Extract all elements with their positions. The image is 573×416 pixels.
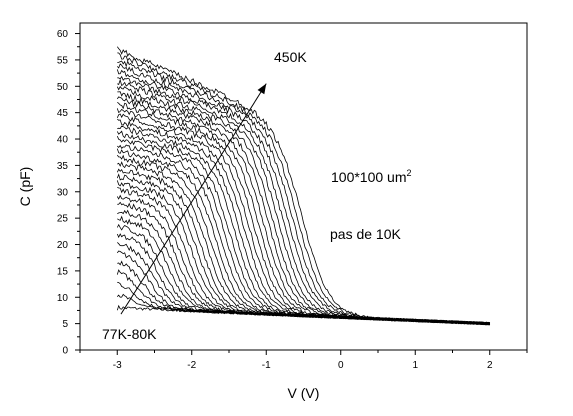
- x-axis: -3 -2 -1 0 1 2: [79, 350, 528, 371]
- y-axis: 0 5 10 15 20 25 30 35 40 45 50 55 60: [57, 29, 80, 357]
- y-tick-label: 10: [57, 293, 69, 304]
- arrow-head: [257, 83, 267, 95]
- y-tick-label: 15: [57, 266, 69, 277]
- y-tick-label: 40: [57, 135, 69, 146]
- cv-curves: [116, 46, 491, 326]
- cv-curve: [116, 46, 490, 326]
- arrow-line: [120, 83, 267, 315]
- annotation-area-text: 100*100 um: [331, 169, 407, 185]
- y-tick-label: 60: [57, 29, 69, 40]
- x-tick-label: 0: [338, 360, 344, 371]
- y-tick-label: 55: [57, 55, 69, 66]
- x-tick-label: -1: [262, 360, 271, 371]
- y-tick-label: 50: [57, 82, 69, 93]
- cv-curve: [117, 101, 491, 326]
- y-tick-label: 25: [57, 214, 69, 225]
- annotation-low-temp: 77K-80K: [102, 326, 157, 342]
- cv-curve: [116, 148, 491, 326]
- cv-curve: [117, 161, 491, 326]
- y-tick-label: 0: [62, 346, 68, 357]
- cv-curve: [117, 52, 491, 325]
- cv-curve: [116, 96, 491, 325]
- temperature-arrow: [120, 83, 267, 315]
- x-tick-label: -2: [187, 360, 196, 371]
- y-tick-label: 30: [57, 187, 69, 198]
- y-tick-label: 45: [57, 108, 69, 119]
- x-axis-label: V (V): [288, 385, 320, 401]
- annotation-high-temp: 450K: [274, 49, 307, 65]
- annotation-area-exponent: 2: [407, 168, 412, 178]
- cv-curve: [116, 113, 490, 326]
- x-tick-label: 2: [487, 360, 493, 371]
- y-tick-label: 35: [57, 161, 69, 172]
- cv-curve: [117, 144, 491, 325]
- cv-curve: [116, 108, 491, 326]
- annotation-step: pas de 10K: [330, 226, 401, 242]
- y-axis-label: C (pF): [17, 167, 33, 207]
- cv-curve: [116, 180, 491, 325]
- y-tick-label: 20: [57, 240, 69, 251]
- y-tick-label: 5: [62, 319, 68, 330]
- x-tick-label: -3: [113, 360, 122, 371]
- cv-curve: [116, 194, 491, 325]
- annotation-area: 100*100 um2: [331, 168, 412, 185]
- cv-curve: [117, 60, 490, 325]
- x-tick-label: 1: [412, 360, 418, 371]
- cv-curve: [117, 63, 490, 326]
